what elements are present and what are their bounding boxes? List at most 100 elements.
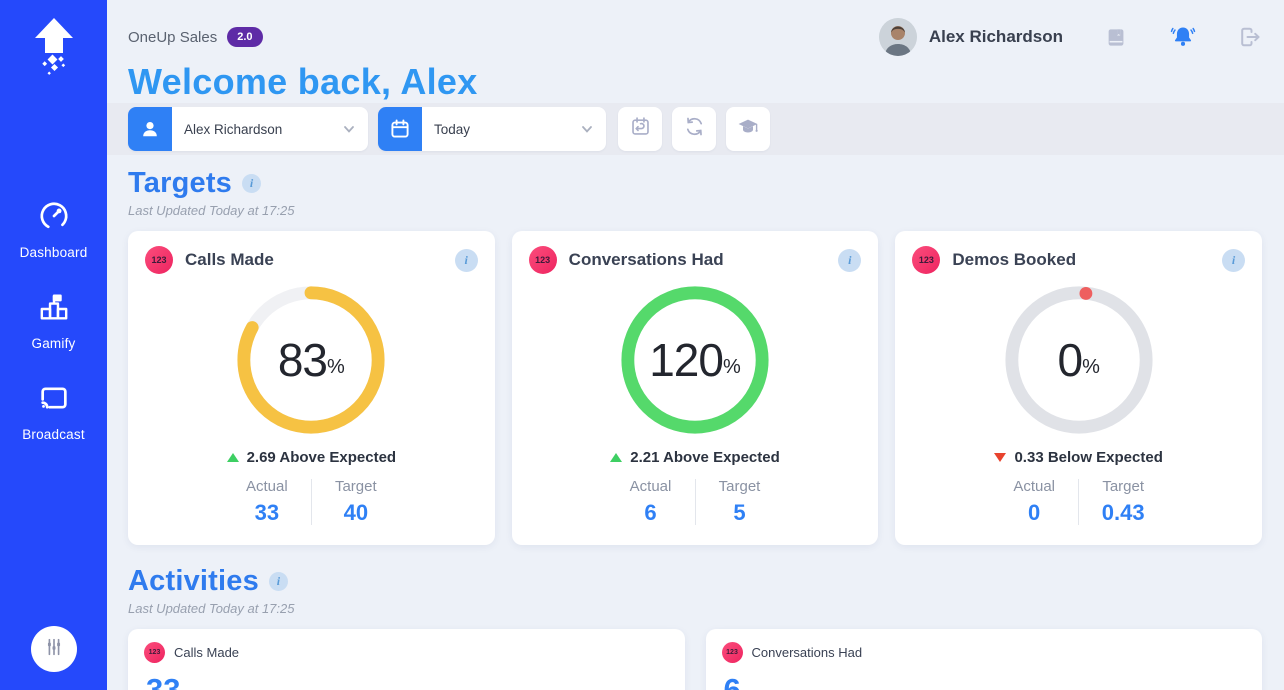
user-filter-value: Alex Richardson xyxy=(184,121,283,137)
podium-icon xyxy=(37,290,71,329)
cast-icon xyxy=(37,381,71,420)
chevron-down-icon xyxy=(580,122,606,136)
version-badge: 2.0 xyxy=(227,27,263,47)
card-title: Demos Booked xyxy=(952,250,1077,269)
actual-label: Actual xyxy=(1013,478,1056,495)
info-icon[interactable]: i xyxy=(1222,248,1246,272)
counter-badge-icon: 123 xyxy=(144,642,165,663)
progress-donut: 83 % xyxy=(232,281,390,439)
card-title: Conversations Had xyxy=(751,645,863,660)
oneup-logo[interactable] xyxy=(26,12,82,81)
card-title: Calls Made xyxy=(185,250,274,269)
up-arrow-logo-icon xyxy=(26,18,82,80)
info-icon[interactable]: i xyxy=(268,572,288,591)
chevron-down-icon xyxy=(342,122,368,136)
graduation-cap-icon xyxy=(736,115,760,144)
counter-badge-icon: 123 xyxy=(721,642,743,663)
user-filter-select[interactable]: Alex Richardson xyxy=(128,107,368,151)
activities-cards-row: 123 Calls Made 33 123 Conversations Had … xyxy=(128,629,1262,690)
delta-text: 0.33 Below Expected xyxy=(1014,449,1163,466)
main-area: OneUp Sales 2.0 Alex Richardson xyxy=(107,0,1284,690)
target-card-demos-booked: 123 Demos Booked i 0 % xyxy=(895,231,1263,545)
info-icon[interactable]: i xyxy=(838,248,862,272)
delta-text: 2.69 Above Expected xyxy=(246,449,397,466)
calendar-icon xyxy=(378,107,422,151)
actual-value: 6 xyxy=(644,500,657,525)
refresh-button[interactable] xyxy=(672,107,716,151)
target-value: 0.43 xyxy=(1101,500,1145,525)
activity-card-conversations-had: 123 Conversations Had 6 xyxy=(705,629,1262,690)
activity-value: 6 xyxy=(723,672,741,690)
activities-section-header: Activities i xyxy=(128,565,1262,598)
counter-badge-icon: 123 xyxy=(912,246,941,274)
calendar-undo-icon xyxy=(629,115,652,143)
journal-button[interactable] xyxy=(1105,26,1128,49)
sidebar-item-gamify[interactable]: Gamify xyxy=(32,290,76,351)
delta-arrow-icon xyxy=(226,453,239,462)
target-label: Target xyxy=(1102,478,1145,495)
sidebar-item-broadcast[interactable]: Broadcast xyxy=(22,381,85,442)
target-card-conversations-had: 123 Conversations Had i 120 % xyxy=(511,231,879,545)
sidebar-bottom xyxy=(0,626,107,672)
actual-label: Actual xyxy=(245,478,288,495)
actual-value: 33 xyxy=(254,500,280,525)
info-icon[interactable]: i xyxy=(454,248,478,272)
delta-text: 2.21 Above Expected xyxy=(630,449,780,466)
progress-donut: 120 % xyxy=(616,281,774,439)
sidebar-item-dashboard[interactable]: Dashboard xyxy=(20,199,88,260)
user-name: Alex Richardson xyxy=(928,27,1063,46)
activity-value: 33 xyxy=(146,672,181,690)
target-value: 5 xyxy=(733,500,746,525)
page-title: Welcome back, Alex xyxy=(128,61,478,102)
delta-arrow-icon xyxy=(994,453,1007,462)
topbar: OneUp Sales 2.0 Alex Richardson xyxy=(107,0,1284,103)
app-name: OneUp Sales xyxy=(128,28,218,46)
sidebar-item-label: Dashboard xyxy=(19,245,88,260)
target-card-calls-made: 123 Calls Made i 83 % xyxy=(128,231,495,545)
progress-donut: 0 % xyxy=(1000,281,1158,439)
percent-value: 0 xyxy=(1057,334,1083,386)
percent-sign: % xyxy=(722,355,741,378)
person-icon xyxy=(128,107,172,151)
date-filter-select[interactable]: Today xyxy=(378,107,606,151)
target-label: Target xyxy=(334,478,377,495)
brand: OneUp Sales 2.0 xyxy=(128,27,263,47)
targets-title: Targets xyxy=(128,167,233,199)
content: Targets i Last Updated Today at 17:25 12… xyxy=(107,155,1284,690)
target-value: 40 xyxy=(343,500,369,525)
sidebar-item-label: Broadcast xyxy=(22,427,85,442)
preferences-button[interactable] xyxy=(30,626,77,672)
logout-icon[interactable] xyxy=(1238,25,1262,49)
actual-value: 0 xyxy=(1028,500,1041,525)
info-icon[interactable]: i xyxy=(242,174,262,193)
date-filter-value: Today xyxy=(434,121,471,137)
avatar[interactable] xyxy=(878,18,917,56)
counter-badge-icon: 123 xyxy=(145,246,173,274)
gauge-icon xyxy=(37,199,71,238)
percent-sign: % xyxy=(327,355,345,378)
percent-value: 120 xyxy=(649,334,724,386)
sidebar-nav: Dashboard Gamify xyxy=(20,199,88,442)
percent-value: 83 xyxy=(277,334,328,386)
activity-card-calls-made: 123 Calls Made 33 xyxy=(128,629,685,690)
delta-arrow-icon xyxy=(610,453,623,462)
notifications-bell-icon[interactable] xyxy=(1170,24,1196,50)
target-label: Target xyxy=(718,478,761,495)
refresh-icon xyxy=(683,115,706,143)
targets-cards-row: 123 Calls Made i 83 % xyxy=(128,231,1263,545)
actual-label: Actual xyxy=(629,478,672,495)
filter-bar: Alex Richardson Today xyxy=(107,103,1284,155)
sidebar: Dashboard Gamify xyxy=(0,0,107,690)
percent-sign: % xyxy=(1082,355,1100,378)
activities-last-updated: Last Updated Today at 17:25 xyxy=(128,601,295,616)
sidebar-item-label: Gamify xyxy=(31,336,76,351)
activities-title: Activities xyxy=(128,565,259,597)
targets-last-updated: Last Updated Today at 17:25 xyxy=(128,203,295,218)
counter-badge-icon: 123 xyxy=(528,246,557,274)
targets-section-header: Targets i xyxy=(128,167,1262,200)
learn-button[interactable] xyxy=(726,107,770,151)
card-title: Calls Made xyxy=(174,645,240,660)
sliders-icon xyxy=(43,636,65,663)
reset-date-button[interactable] xyxy=(618,107,662,151)
